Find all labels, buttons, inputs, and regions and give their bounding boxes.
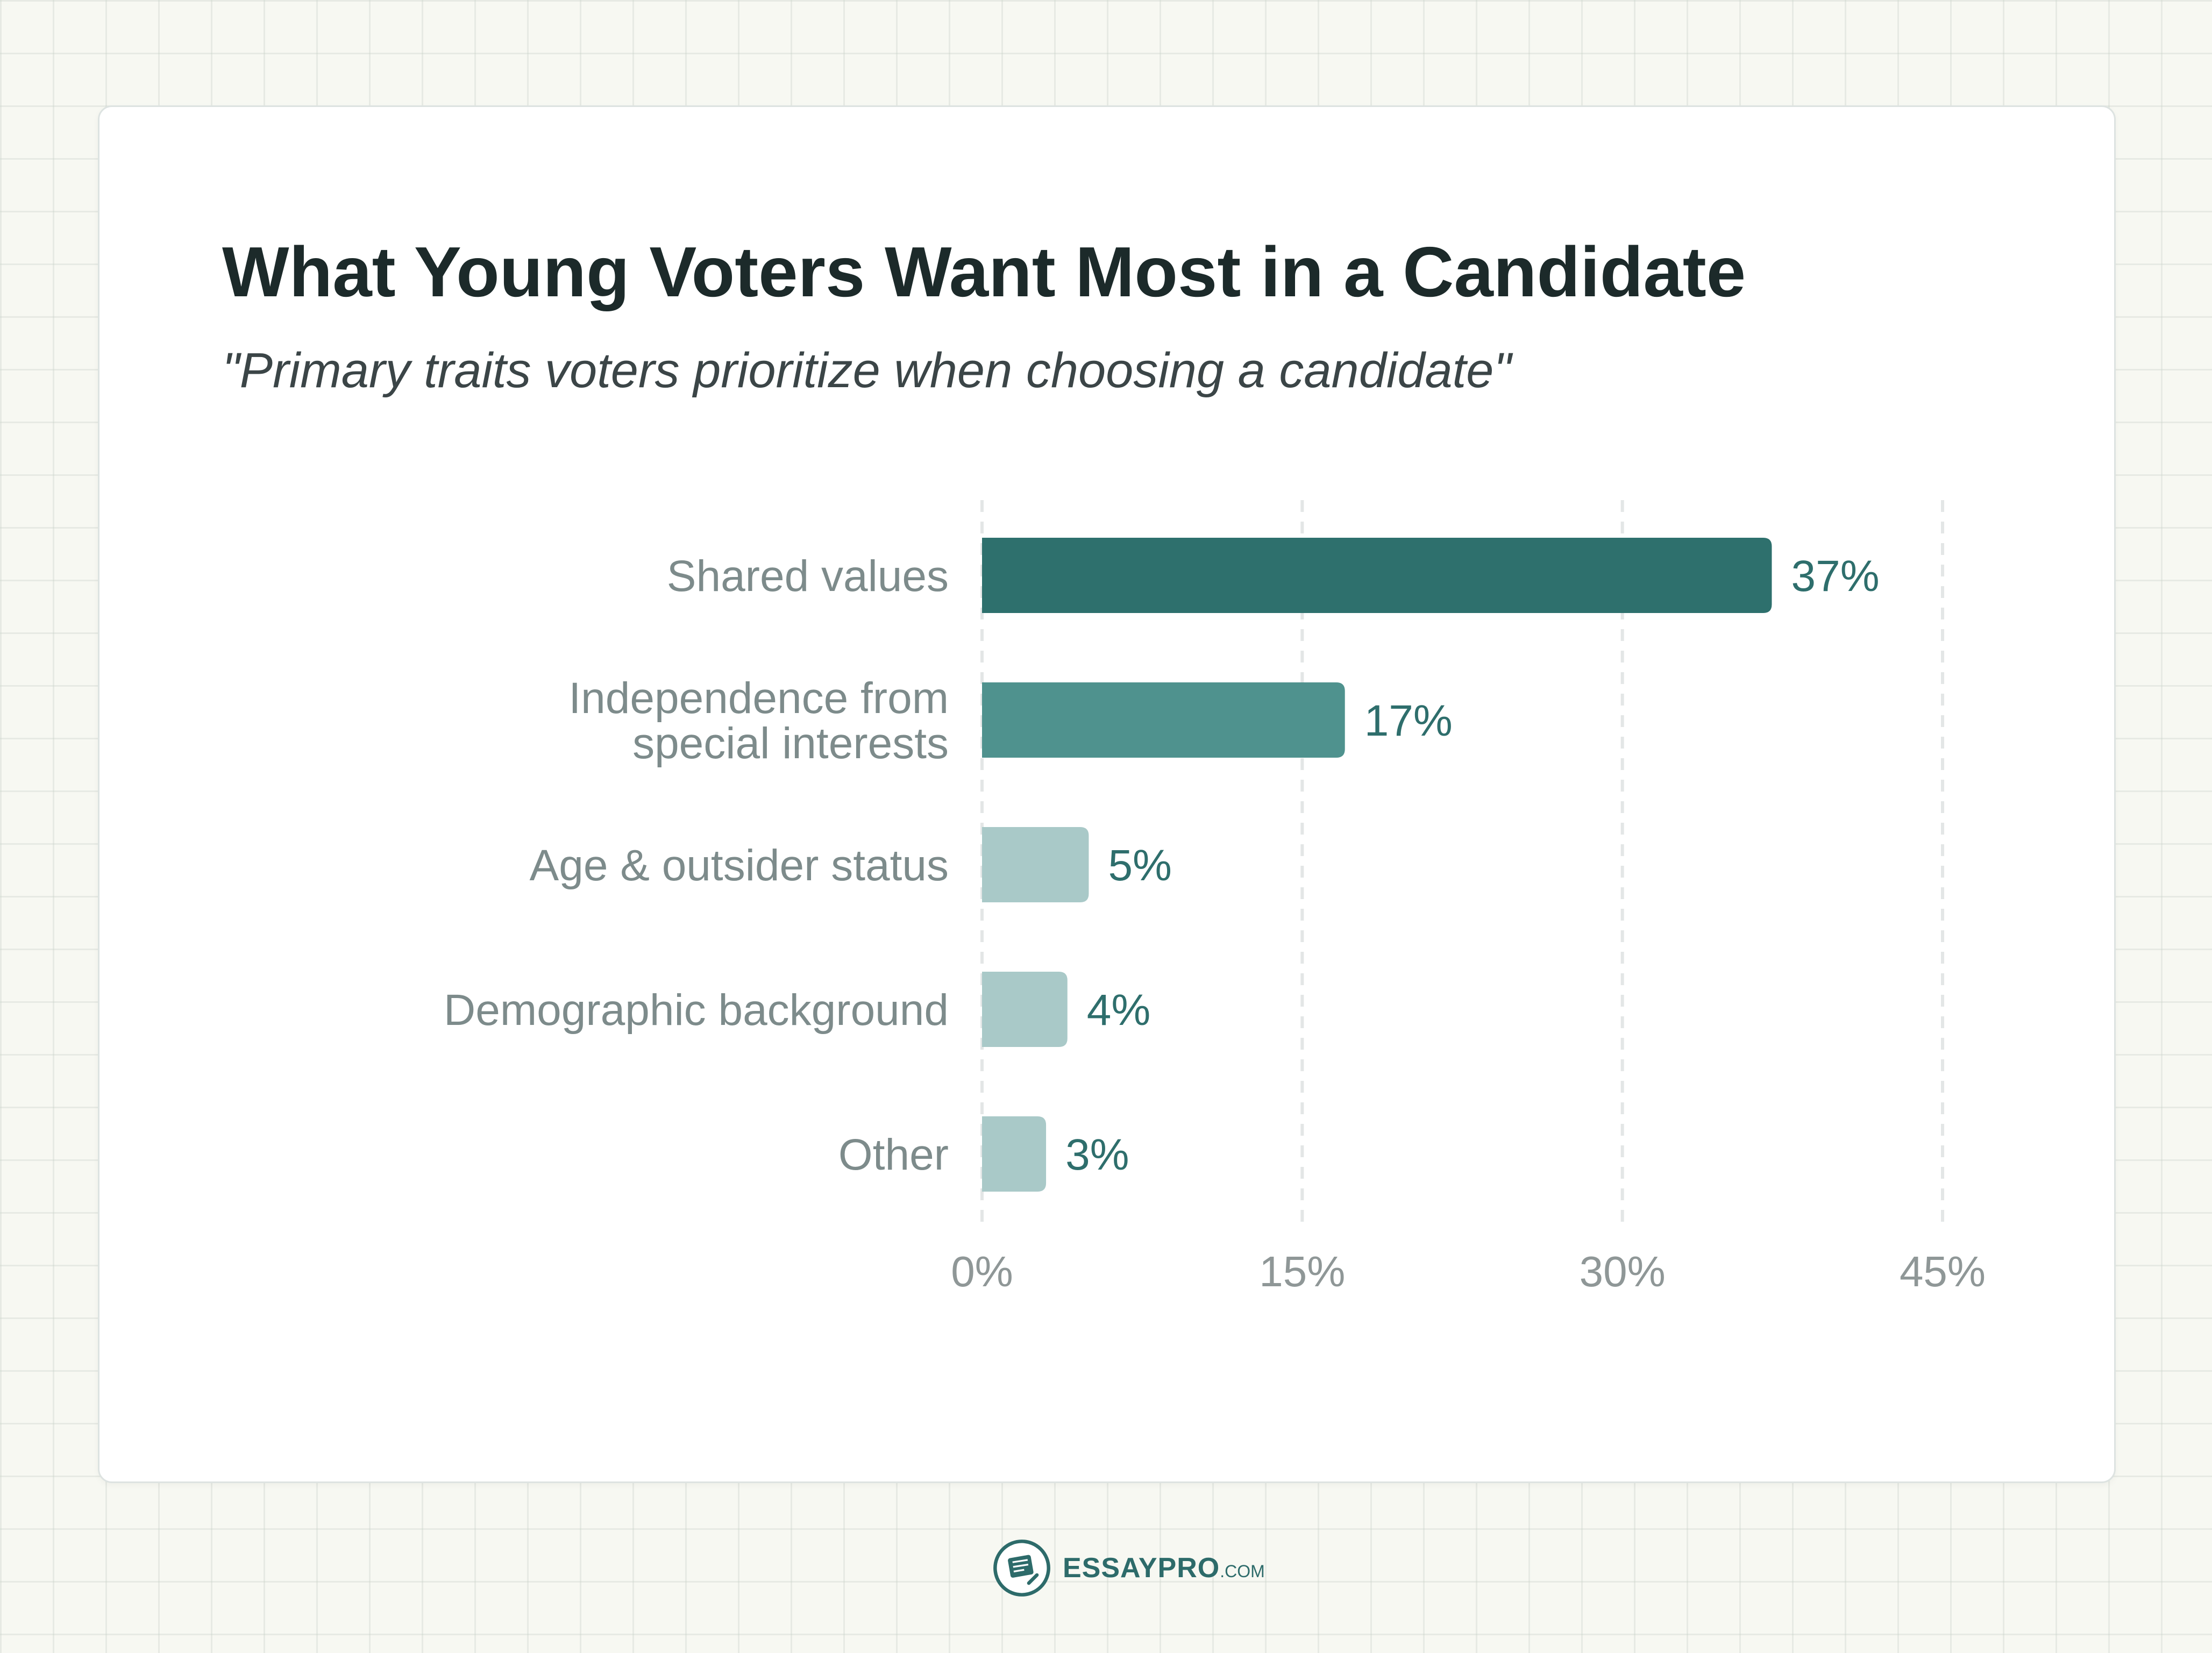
bar-value-label: 17% xyxy=(1364,696,1453,745)
brand-name-suffix: .COM xyxy=(1220,1562,1265,1581)
x-tick-label: 30% xyxy=(1580,1248,1666,1295)
bar xyxy=(982,827,1089,902)
chart-card xyxy=(98,105,2116,1483)
category-label: Demographic background xyxy=(444,986,949,1035)
brand-footer: ESSAYPRO.COM xyxy=(993,1536,1265,1600)
chart-title: What Young Voters Want Most in a Candida… xyxy=(222,232,1746,311)
chart-subtitle: "Primary traits voters prioritize when c… xyxy=(222,343,1512,398)
category-label: Other xyxy=(838,1130,949,1179)
bar-value-label: 37% xyxy=(1791,552,1879,601)
bar xyxy=(982,682,1345,758)
bar-value-label: 4% xyxy=(1087,986,1151,1035)
essaypro-logo-icon xyxy=(993,1540,1050,1597)
x-tick-label: 15% xyxy=(1259,1248,1345,1295)
category-label: Independence from xyxy=(568,674,949,723)
bar-value-label: 5% xyxy=(1108,841,1172,890)
bar-value-label: 3% xyxy=(1065,1130,1129,1179)
bar xyxy=(982,538,1772,613)
category-label: Shared values xyxy=(667,552,949,601)
x-tick-label: 0% xyxy=(951,1248,1013,1295)
brand-name: ESSAYPRO.COM xyxy=(1063,1552,1265,1584)
bar xyxy=(982,1116,1047,1192)
category-label: Age & outsider status xyxy=(530,841,949,890)
brand-name-main: ESSAYPRO xyxy=(1063,1552,1220,1584)
bar xyxy=(982,972,1068,1047)
category-label: special interests xyxy=(632,719,949,768)
x-tick-label: 45% xyxy=(1900,1248,1986,1295)
